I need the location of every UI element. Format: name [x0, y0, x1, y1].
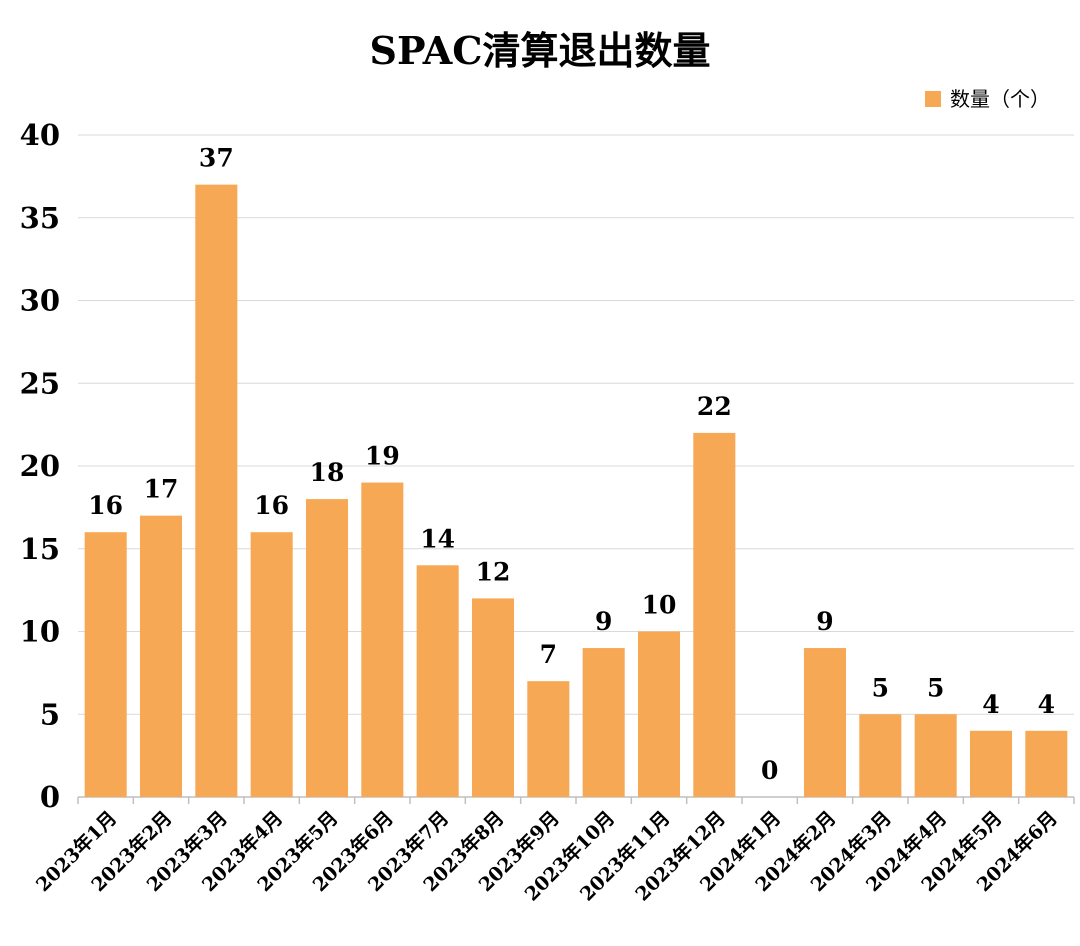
data-label: 18	[310, 458, 345, 487]
data-label: 17	[144, 475, 179, 504]
bar	[471, 598, 515, 797]
bar	[859, 714, 902, 797]
legend-swatch	[925, 91, 941, 107]
y-tick-label: 35	[20, 201, 60, 235]
bars	[84, 184, 1068, 797]
bar	[250, 532, 293, 797]
data-label: 37	[199, 144, 234, 173]
y-tick-label: 5	[40, 697, 60, 731]
bar	[637, 631, 681, 797]
data-label: 5	[927, 673, 944, 702]
data-label: 12	[476, 557, 511, 586]
data-label: 16	[254, 491, 289, 520]
y-tick-label: 40	[20, 118, 60, 152]
y-tick-label: 20	[20, 449, 60, 483]
data-label: 9	[595, 607, 612, 636]
data-label: 16	[88, 491, 123, 520]
chart-title: SPAC清算退出数量	[370, 28, 711, 73]
bar	[1025, 730, 1068, 797]
bar	[305, 499, 349, 797]
bar	[582, 648, 625, 797]
legend-label: 数量（个）	[950, 87, 1050, 111]
data-label: 4	[982, 690, 999, 719]
bar	[803, 648, 847, 797]
data-label: 22	[697, 392, 732, 421]
data-label: 9	[816, 607, 833, 636]
legend: 数量（个）	[925, 87, 1050, 111]
bar	[195, 184, 238, 797]
y-tick-label: 10	[20, 615, 60, 649]
bar	[969, 730, 1013, 797]
bar	[416, 565, 459, 797]
data-label: 5	[872, 673, 889, 702]
data-labels: 16 17 37 16 18 19 14 12 7 9 10 22 0 9 5 5 4 4	[88, 144, 1055, 785]
data-label: 14	[420, 524, 455, 553]
x-axis-ticks: 2023年1月2023年2月2023年3月2023年4月2023年5月2023年…	[31, 797, 1075, 905]
y-tick-label: 25	[20, 366, 60, 400]
data-label: 19	[365, 442, 400, 471]
data-label: 4	[1038, 690, 1055, 719]
y-axis-ticks: 0 5 10 15 20 25 30 35 40	[20, 118, 60, 814]
y-tick-label: 30	[20, 284, 60, 318]
bar	[693, 432, 736, 797]
data-label: 7	[540, 640, 557, 669]
bar	[139, 515, 183, 797]
bar	[361, 482, 404, 797]
data-label: 10	[642, 591, 677, 620]
y-tick-label: 15	[20, 532, 60, 566]
bar	[84, 532, 127, 797]
data-label: 0	[761, 756, 778, 785]
bar	[914, 714, 957, 797]
bar	[527, 681, 570, 797]
y-tick-label: 0	[40, 780, 60, 814]
